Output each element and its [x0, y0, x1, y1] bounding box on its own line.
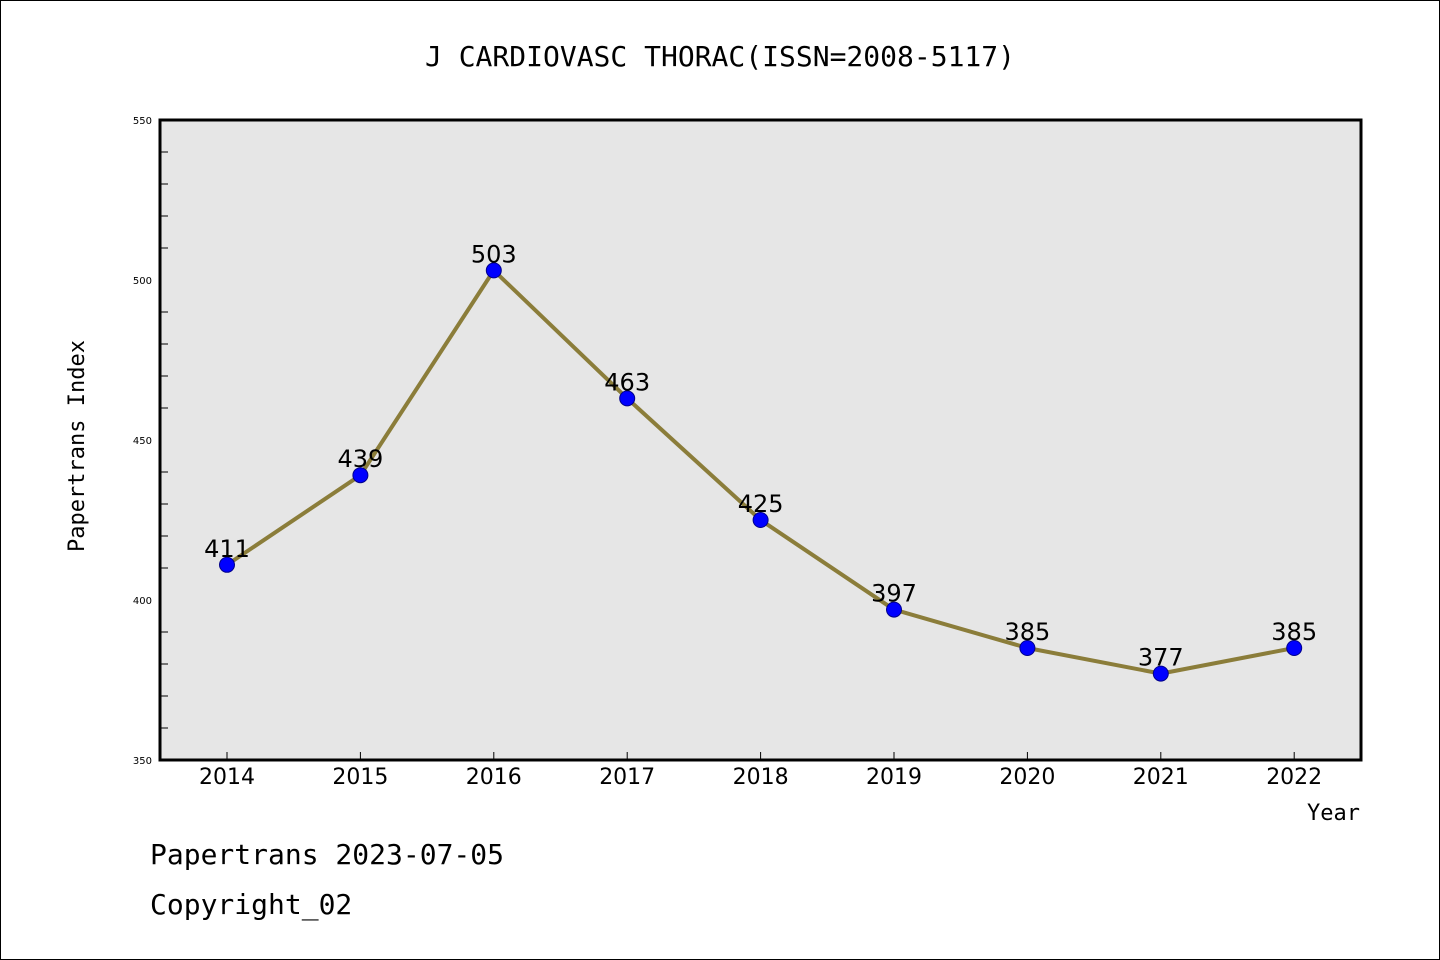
y-axis-label: Papertrans Index [65, 340, 90, 552]
data-point [1019, 640, 1036, 656]
x-tick-label: 2014 [199, 765, 255, 790]
x-axis: 2014 2015 2016 2017 2018 2019 2020 2021 2022 [199, 752, 1322, 790]
data-label: 425 [738, 490, 784, 518]
data-label: 397 [871, 580, 917, 608]
data-label: 439 [337, 445, 383, 473]
x-tick-label: 2018 [733, 765, 789, 790]
data-label: 463 [604, 368, 650, 396]
y-tick-label: 450 [133, 436, 152, 447]
data-point [1152, 665, 1169, 682]
data-point [219, 556, 235, 573]
data-point [1286, 640, 1303, 656]
data-label: 503 [471, 240, 517, 268]
y-tick-label: 500 [133, 276, 152, 287]
chart-title: J CARDIOVASC THORAC(ISSN=2008-5117) [425, 40, 1015, 73]
footer-date: Papertrans 2023-07-05 [150, 838, 504, 871]
data-label: 377 [1138, 644, 1184, 672]
y-tick-label: 350 [133, 756, 152, 767]
x-tick-label: 2022 [1266, 765, 1322, 790]
y-axis: 350 400 450 500 550 [133, 116, 168, 767]
data-label: 385 [1004, 618, 1050, 646]
data-point [619, 390, 636, 407]
data-label-group: 411 439 503 463 425 397 385 377 385 [204, 240, 1317, 671]
x-tick-label: 2020 [999, 765, 1055, 790]
x-tick-label: 2017 [599, 765, 655, 790]
footer-copyright: Copyright_02 [150, 888, 352, 922]
x-tick-label: 2019 [866, 765, 922, 790]
data-point [752, 512, 769, 528]
data-point [352, 467, 369, 484]
x-axis-label: Year [1307, 801, 1360, 826]
marker-group [219, 262, 1303, 682]
x-tick-label: 2016 [466, 765, 522, 790]
data-label: 385 [1271, 618, 1317, 646]
data-point [886, 601, 902, 618]
y-tick-label: 400 [133, 596, 152, 607]
data-point [485, 262, 502, 279]
x-tick-label: 2021 [1133, 765, 1189, 790]
x-tick-label: 2015 [332, 765, 388, 790]
y-tick-label: 550 [133, 116, 152, 127]
plot-area [158, 118, 1363, 762]
data-label: 411 [204, 535, 250, 563]
